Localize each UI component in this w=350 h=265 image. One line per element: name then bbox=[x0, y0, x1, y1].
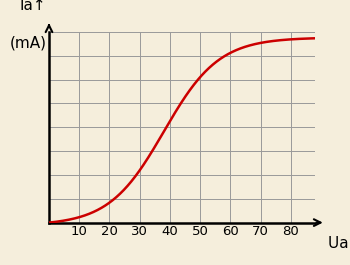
Text: Ia↑: Ia↑ bbox=[20, 0, 46, 13]
Text: Ua (V): Ua (V) bbox=[328, 236, 350, 251]
Text: (mA): (mA) bbox=[9, 36, 46, 51]
